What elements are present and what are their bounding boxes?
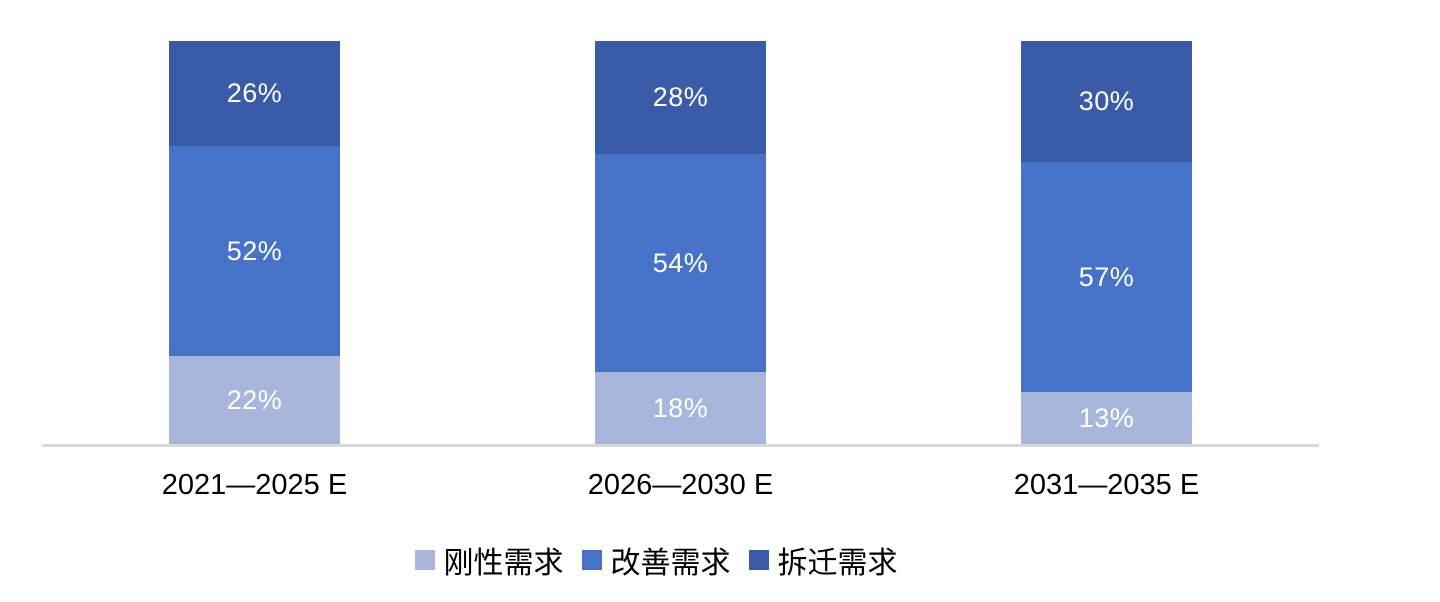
legend: 刚性需求 改善需求 拆迁需求 [0, 538, 1312, 582]
bar-segment-value-label: 30% [1078, 86, 1135, 117]
bar-column: 26% 52% 22% [169, 41, 340, 445]
bar-segment: 57% [1021, 162, 1192, 393]
bar-segment-value-label: 13% [1078, 403, 1135, 434]
legend-swatch-icon [581, 550, 602, 570]
bar-segment-value-label: 18% [652, 393, 709, 424]
bar-segment: 52% [169, 146, 340, 357]
legend-item: 改善需求 [581, 538, 731, 582]
bar-segment: 13% [1021, 392, 1192, 445]
legend-swatch-icon [748, 550, 769, 570]
x-axis-label: 2026—2030 E [587, 469, 774, 501]
legend-label: 改善需求 [610, 547, 731, 580]
bar-segment-value-label: 26% [226, 78, 283, 109]
bar-segment-value-label: 22% [226, 385, 283, 416]
bar-segment-value-label: 54% [652, 247, 709, 278]
x-axis-label: 2021—2025 E [161, 469, 348, 501]
bar-segment: 18% [595, 372, 766, 445]
bar-column: 30% 57% 13% [1021, 41, 1192, 445]
bar-segment: 54% [595, 154, 766, 373]
legend-label: 刚性需求 [443, 547, 564, 580]
x-axis-line [42, 444, 1319, 447]
x-axis-label: 2031—2035 E [1013, 469, 1200, 501]
bar-segment: 30% [1021, 41, 1192, 163]
bar-segment-value-label: 28% [652, 82, 709, 113]
bar-segment: 28% [595, 41, 766, 155]
bar-segment-value-label: 57% [1078, 261, 1135, 292]
legend-swatch-icon [414, 550, 435, 570]
bar-segment-value-label: 52% [226, 235, 283, 266]
legend-item: 刚性需求 [414, 538, 564, 582]
legend-label: 拆迁需求 [777, 547, 898, 580]
bar-segment: 26% [169, 41, 340, 147]
plot-area: 26% 52% 22% 28% 54% 18% 30% 57% 13% [0, 41, 1440, 445]
bar-segment: 22% [169, 356, 340, 445]
bar-column: 28% 54% 18% [595, 41, 766, 445]
legend-item: 拆迁需求 [748, 538, 898, 582]
